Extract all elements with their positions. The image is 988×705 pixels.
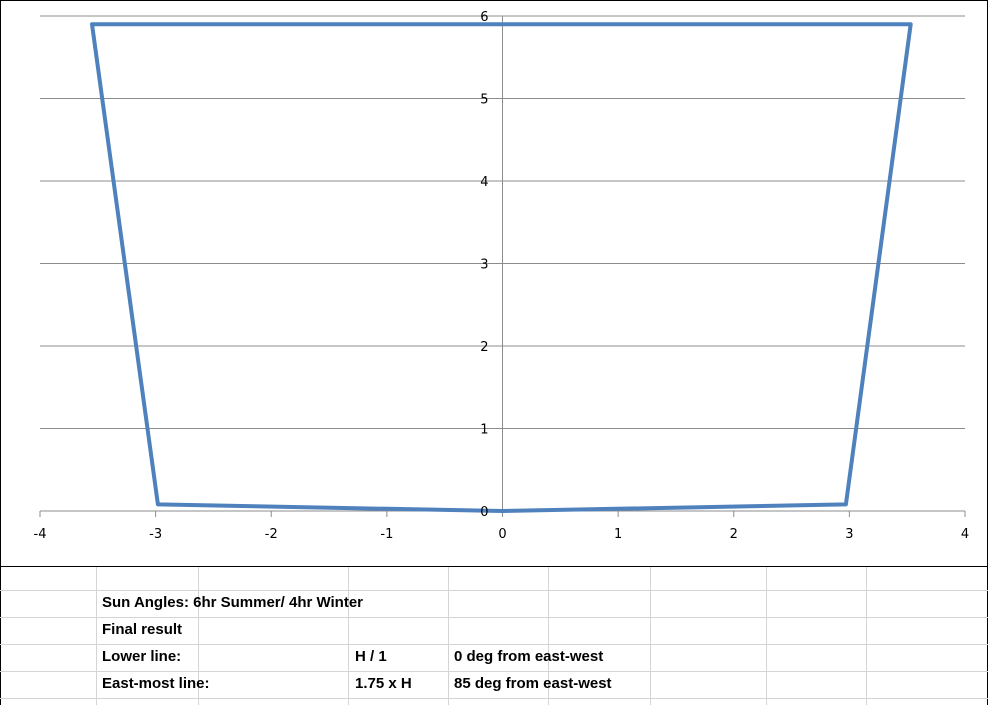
column-divider <box>548 567 549 705</box>
chart-tick-labels: -4 -3 -2 -1 0 1 2 3 4 0 1 2 3 4 5 6 <box>34 10 970 542</box>
y-tick-label: 2 <box>480 340 488 355</box>
row-divider <box>0 698 988 699</box>
column-divider <box>448 567 449 705</box>
y-tick-label: 5 <box>480 93 488 108</box>
row-divider <box>0 617 988 618</box>
x-tick-label: -3 <box>149 527 162 542</box>
row-divider <box>0 644 988 645</box>
sheet-cell-east-most-line-angle[interactable]: 85 deg from east-west <box>454 675 612 692</box>
column-divider <box>198 567 199 705</box>
sheet-cell-east-most-line-ratio[interactable]: 1.75 x H <box>355 675 412 692</box>
chart-axes <box>39 15 966 517</box>
y-tick-label: 0 <box>480 505 488 520</box>
sheet-cell-lower-line-label[interactable]: Lower line: <box>102 648 182 665</box>
chart-area: -4 -3 -2 -1 0 1 2 3 4 0 1 2 3 4 5 6 <box>0 0 988 567</box>
chart-series <box>90 22 913 513</box>
sheet-cell-east-most-line-label[interactable]: East-most line: <box>102 675 210 692</box>
sheet-cell-final-result[interactable]: Final result <box>102 621 183 638</box>
sheet-border-left <box>0 567 1 705</box>
x-tick-label: -2 <box>265 527 278 542</box>
y-tick-label: 1 <box>480 423 488 438</box>
x-tick-label: 3 <box>845 527 853 542</box>
sheet-cell-lower-line-angle[interactable]: 0 deg from east-west <box>454 648 604 665</box>
column-divider <box>348 567 349 705</box>
x-tick-label: 1 <box>614 527 622 542</box>
column-divider <box>96 567 97 705</box>
row-divider <box>0 671 988 672</box>
column-divider <box>650 567 651 705</box>
x-tick-label: -1 <box>380 527 393 542</box>
spreadsheet-grid: Sun Angles: 6hr Summer/ 4hr Winter Final… <box>0 567 988 705</box>
x-tick-label: -4 <box>34 527 47 542</box>
sheet-cell-sun-angles[interactable]: Sun Angles: 6hr Summer/ 4hr Winter <box>102 594 364 611</box>
scatter-chart: -4 -3 -2 -1 0 1 2 3 4 0 1 2 3 4 5 6 <box>34 10 970 542</box>
sheet-cell-lower-line-ratio[interactable]: H / 1 <box>355 648 387 665</box>
column-divider <box>866 567 867 705</box>
y-tick-label: 6 <box>480 10 488 25</box>
series-line <box>90 22 913 513</box>
column-divider <box>766 567 767 705</box>
y-tick-label: 3 <box>480 258 488 273</box>
y-tick-label: 4 <box>480 175 488 190</box>
x-tick-label: 2 <box>730 527 738 542</box>
row-divider <box>0 590 988 591</box>
x-tick-label: 4 <box>961 527 969 542</box>
x-tick-label: 0 <box>498 527 506 542</box>
